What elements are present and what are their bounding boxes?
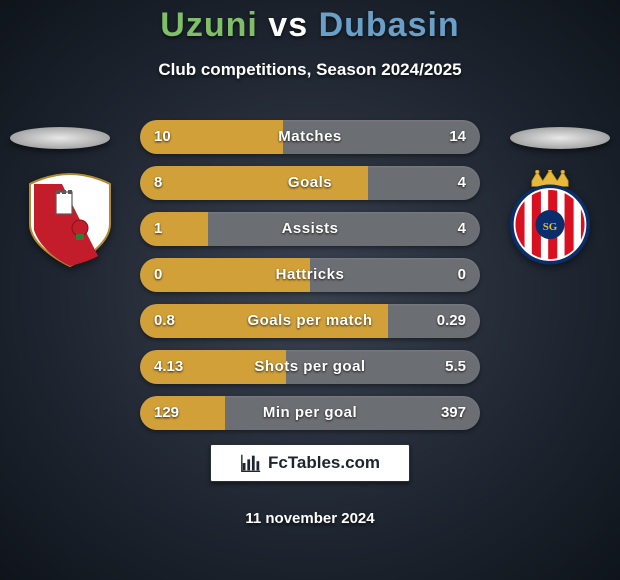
bar-chart-icon: [240, 452, 262, 474]
stat-label: Hattricks: [140, 258, 480, 292]
player2-name: Dubasin: [319, 6, 460, 44]
stat-value-right: 4: [458, 212, 466, 246]
stat-row: 4.13Shots per goal5.5: [140, 350, 480, 384]
stat-label: Goals: [140, 166, 480, 200]
svg-text:SG: SG: [543, 221, 558, 233]
player1-name: Uzuni: [160, 6, 258, 44]
stat-row: 129Min per goal397: [140, 396, 480, 430]
crest-shadow-left: [10, 127, 110, 149]
stat-label: Shots per goal: [140, 350, 480, 384]
stat-value-right: 5.5: [445, 350, 466, 384]
stat-value-right: 397: [441, 396, 466, 430]
stat-row: 0.8Goals per match0.29: [140, 304, 480, 338]
granada-crest-icon: [20, 170, 120, 270]
stat-value-right: 0.29: [437, 304, 466, 338]
page-title: Uzuni vs Dubasin: [0, 6, 620, 45]
team2-crest: SG: [500, 170, 600, 270]
stat-label: Min per goal: [140, 396, 480, 430]
vs-word: vs: [268, 6, 308, 44]
stat-value-right: 4: [458, 166, 466, 200]
stats-container: 10Matches14 8Goals4 1Assists4 0Hattricks0 0.…: [140, 120, 480, 442]
brand-text: FcTables.com: [268, 453, 380, 473]
team1-crest: [20, 170, 120, 270]
date-label: 11 november 2024: [0, 510, 620, 527]
stat-row: 10Matches14: [140, 120, 480, 154]
crest-shadow-right: [510, 127, 610, 149]
stat-label: Assists: [140, 212, 480, 246]
stat-row: 0Hattricks0: [140, 258, 480, 292]
stat-value-right: 0: [458, 258, 466, 292]
sporting-gijon-crest-icon: SG: [500, 170, 600, 270]
stat-row: 1Assists4: [140, 212, 480, 246]
subtitle: Club competitions, Season 2024/2025: [0, 60, 620, 80]
comparison-infographic: Uzuni vs Dubasin Club competitions, Seas…: [0, 0, 620, 580]
stat-row: 8Goals4: [140, 166, 480, 200]
stat-label: Matches: [140, 120, 480, 154]
stat-label: Goals per match: [140, 304, 480, 338]
brand-badge: FcTables.com: [210, 444, 410, 482]
stat-value-right: 14: [449, 120, 466, 154]
